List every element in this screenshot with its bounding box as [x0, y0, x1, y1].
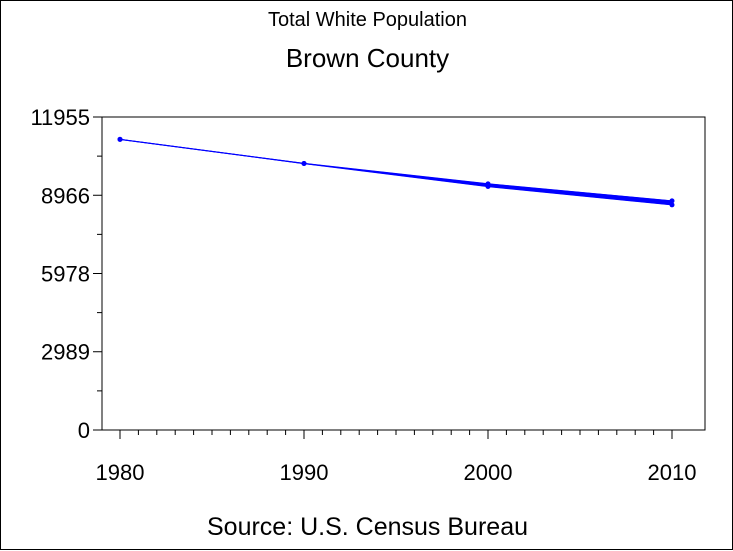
y-tick-label: 11955	[30, 105, 90, 130]
y-tick-label: 8966	[41, 183, 90, 208]
x-tick-label: 2000	[464, 460, 513, 485]
y-tick-label: 5978	[41, 261, 90, 286]
x-tick-label: 2010	[648, 460, 697, 485]
source-footnote: Source: U.S. Census Bureau	[207, 513, 528, 541]
axes: 0 2989 5978 8966 11955 1980 1990 2000 2010	[30, 105, 706, 485]
series-line	[119, 138, 673, 202]
y-tick-label: 2989	[41, 340, 90, 365]
plot-border	[101, 116, 706, 431]
chart-title: Brown County	[285, 43, 450, 73]
chart-subtitle: Total White Population	[267, 9, 467, 31]
x-tick-label: 1990	[280, 460, 329, 485]
y-tick-label: 0	[78, 418, 90, 443]
series-band	[119, 138, 673, 206]
x-tick-label: 1980	[96, 460, 145, 485]
data-marks	[117, 136, 675, 208]
